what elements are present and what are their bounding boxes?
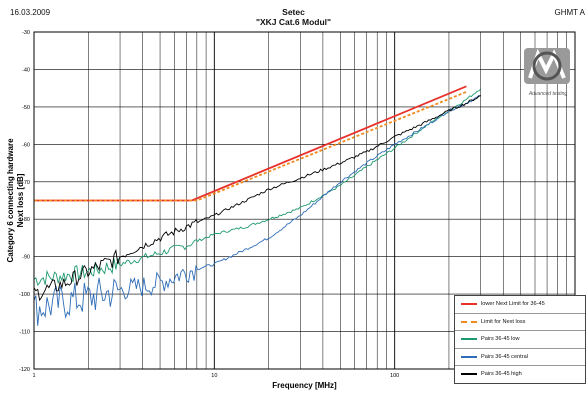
- ghmt-logo: Advanced testing: [516, 44, 580, 100]
- y-tick-label: -80: [22, 217, 30, 223]
- y-tick-label: -100: [19, 292, 30, 298]
- chart-title-line1: Setec: [282, 7, 305, 17]
- chart-title: Setec "XKJ Cat.6 Modul": [0, 7, 587, 27]
- x-tick-label: 1: [32, 373, 35, 379]
- legend-label: Pairs 36-45 central: [481, 353, 528, 360]
- x-tick-label: 10: [211, 373, 217, 379]
- y-tick-label: -50: [22, 105, 30, 111]
- legend-label: Pairs 36-45 low: [481, 336, 520, 343]
- plot-frame: [33, 31, 576, 370]
- legend-swatch: [461, 355, 477, 358]
- y-tick-labels: -30 -40 -50 -60 -70 -80 -90 -100 -110 -120: [19, 30, 30, 373]
- legend-item: lower Next Limit for 36-45: [455, 296, 585, 314]
- legend-swatch: [461, 320, 477, 323]
- x-tick-label: 100: [390, 373, 399, 379]
- chart-series-layer: [33, 85, 482, 326]
- y-tick-label: -90: [22, 255, 30, 261]
- legend-swatch: [461, 303, 477, 306]
- chart-title-line2: "XKJ Cat.6 Modul": [255, 17, 332, 27]
- y-tick-label: -30: [22, 30, 30, 36]
- legend-swatch: [461, 373, 477, 376]
- y-tick-label: -110: [19, 330, 30, 336]
- logo-mark-icon: Advanced testing: [524, 48, 570, 97]
- y-tick-label: -120: [19, 367, 30, 373]
- series-line-2: [33, 88, 482, 286]
- chart-legend: lower Next Limit for 36-45 Limit for Next…: [454, 295, 586, 384]
- series-line-3: [33, 94, 481, 326]
- legend-item: Pairs 36-45 high: [455, 366, 585, 383]
- header-date: 16.03.2009: [10, 8, 51, 17]
- y-axis-label-line2: Next loss [dB]: [16, 173, 25, 227]
- chart-grid: [34, 32, 575, 369]
- y-tick-label: -40: [22, 67, 30, 73]
- legend-swatch: [461, 338, 477, 341]
- series-line-1: [34, 91, 467, 202]
- logo-text: Advanced testing: [528, 91, 568, 97]
- legend-item: Pairs 36-45 central: [455, 349, 585, 366]
- header-company: GHMT A: [554, 8, 585, 17]
- legend-item: Pairs 36-45 low: [455, 331, 585, 349]
- legend-label: Limit for Next loss: [481, 318, 526, 325]
- y-tick-label: -60: [22, 142, 30, 148]
- y-axis-label-line1: Category 6 connecting hardware: [6, 138, 15, 263]
- series-line-4: [33, 95, 481, 302]
- legend-item: Limit for Next loss: [455, 314, 585, 331]
- legend-label: lower Next Limit for 36-45: [481, 301, 545, 308]
- x-axis-label: Frequency [MHz]: [272, 381, 337, 390]
- y-tick-label: -70: [22, 180, 30, 186]
- legend-label: Pairs 36-45 high: [481, 371, 522, 378]
